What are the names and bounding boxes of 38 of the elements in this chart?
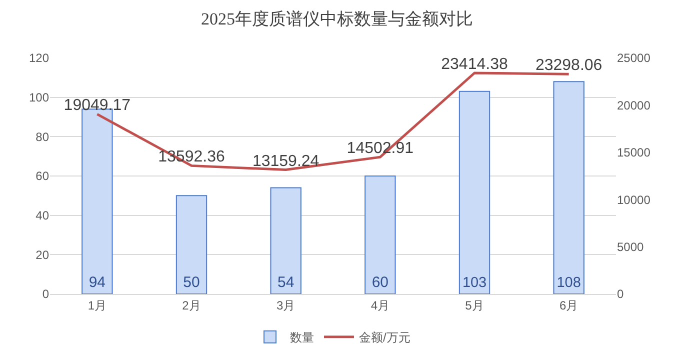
bar (82, 108, 113, 294)
data-label: 60 (372, 274, 389, 291)
bar (270, 187, 302, 294)
y-tick-label: 60 (36, 169, 50, 184)
x-tick-label: 4月 (370, 298, 390, 312)
y-tick-label: 20 (36, 248, 50, 262)
bar (364, 176, 396, 294)
data-label: 103 (462, 275, 487, 292)
legend-label: 金额/万元 (359, 330, 410, 344)
x-tick-label: 5月 (465, 298, 484, 312)
y-tick-label: 80 (36, 130, 50, 144)
bar (458, 90, 490, 294)
data-label: 94 (88, 274, 106, 291)
y-tick-label: 40 (36, 208, 50, 223)
bar (176, 195, 208, 294)
y2-tick-label: 10000 (617, 192, 651, 207)
y-tick-label: 0 (42, 287, 50, 302)
x-tick-label: 3月 (276, 298, 296, 312)
y2-tick-label: 0 (617, 287, 624, 302)
y2-tick-label: 20000 (617, 98, 651, 112)
y2-tick-label: 15000 (617, 146, 651, 160)
data-label: 23298.06 (535, 57, 602, 74)
y-tick-label: 120 (28, 51, 50, 66)
data-label: 19049.17 (64, 97, 131, 114)
y2-tick-label: 25000 (617, 51, 651, 66)
y-tick-label: 100 (28, 90, 50, 105)
data-label: 50 (183, 274, 200, 291)
data-label: 54 (277, 274, 294, 291)
chart-title: 2025年度质谱仪中标数量与金额对比 (201, 10, 473, 29)
data-label: 108 (556, 275, 581, 292)
bar (553, 81, 584, 294)
x-tick-label: 1月 (88, 298, 107, 312)
data-label: 13159.24 (252, 152, 320, 170)
x-tick-label: 6月 (559, 298, 578, 312)
y2-tick-label: 5000 (617, 240, 644, 254)
data-label: 23414.38 (441, 56, 508, 73)
x-tick-label: 2月 (182, 298, 201, 312)
legend-label: 数量 (290, 330, 314, 344)
